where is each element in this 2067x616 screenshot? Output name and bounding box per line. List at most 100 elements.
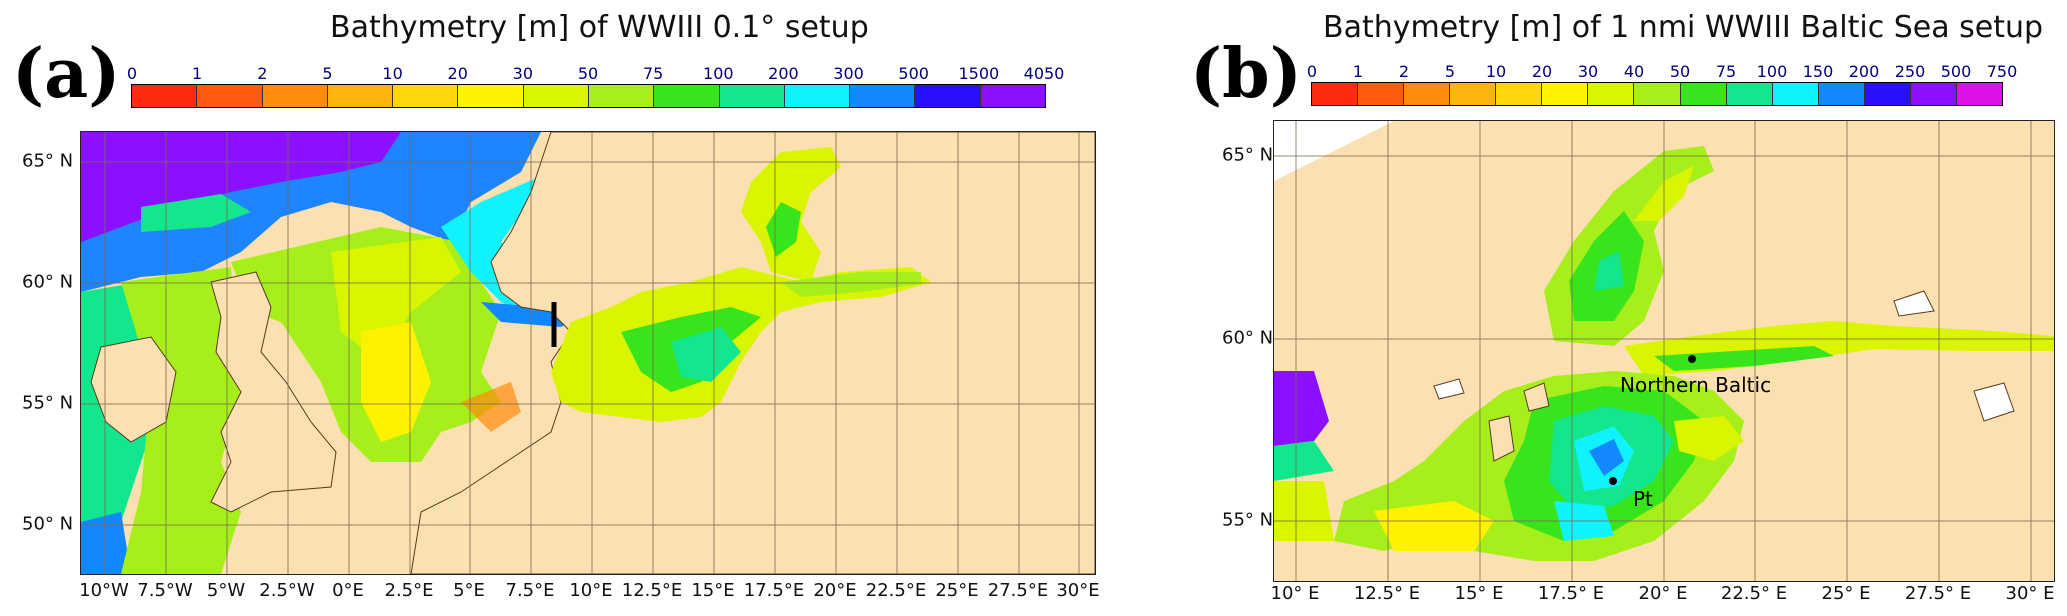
colorbar-b-segment <box>1588 83 1635 105</box>
colorbar-a <box>131 84 1046 108</box>
colorbar-a-tick: 4050 <box>1023 64 1065 83</box>
colorbar-a-segment <box>588 85 655 107</box>
lon-tick-label: 17.5°E <box>743 580 805 601</box>
colorbar-b-tick: 500 <box>1940 62 1972 81</box>
panel-a-title: Bathymetry [m] of WWIII 0.1° setup <box>330 10 869 45</box>
colorbar-b-segment <box>1864 83 1911 105</box>
lat-tick-label: 60° N <box>1222 327 1274 349</box>
colorbar-a-tick: 10 <box>382 64 403 83</box>
colorbar-a-ticks: 0 1 2 5 10 20 30 50 75 100 200 300 500 1500 4050 <box>127 64 1064 84</box>
colorbar-b-segment <box>1680 83 1727 105</box>
colorbar-b-tick: 10 <box>1485 62 1507 81</box>
colorbar-a-segment <box>915 85 981 107</box>
colorbar-a-segment <box>654 85 720 107</box>
colorbar-b-tick: 150 <box>1802 62 1834 81</box>
lat-tick-label: 65° N <box>22 150 74 172</box>
lon-tick-label: 27.5°E <box>987 580 1049 601</box>
map-b <box>1273 120 2055 582</box>
colorbar-b-segment <box>1956 83 2002 105</box>
colorbar-b-segment <box>1634 83 1681 105</box>
colorbar-a-segment <box>458 85 524 107</box>
lat-tick-label: 65° N <box>1222 144 1274 166</box>
lon-tick-label: 2.5°W <box>259 580 315 601</box>
colorbar-a-tick: 20 <box>447 64 468 83</box>
colorbar-a-segment <box>980 85 1045 107</box>
colorbar-a-segment <box>393 85 459 107</box>
lon-tick-label: 20°E <box>813 580 857 601</box>
lon-tick-label: 7.5°E <box>505 580 555 601</box>
colorbar-a-segment <box>327 85 394 107</box>
colorbar-b-segment <box>1818 83 1865 105</box>
panel-b: (b) Bathymetry [m] of 1 nmi WWIII Baltic… <box>1180 0 2067 616</box>
colorbar-b-tick: 0 <box>1306 62 1318 81</box>
lon-tick-label: 10° E <box>1270 583 1320 604</box>
colorbar-b-segment <box>1358 83 1405 105</box>
colorbar-b-segment <box>1496 83 1543 105</box>
colorbar-b-segment <box>1312 83 1359 105</box>
colorbar-b-tick: 200 <box>1848 62 1880 81</box>
lon-tick-label: 12.5° E <box>1353 583 1421 604</box>
panel-b-title: Bathymetry [m] of 1 nmi WWIII Baltic Sea… <box>1323 10 2044 45</box>
colorbar-a-tick: 200 <box>768 64 799 83</box>
lon-tick-label: 10°E <box>569 580 613 601</box>
colorbar-b-tick: 40 <box>1623 62 1645 81</box>
lon-tick-label: 20° E <box>1638 583 1688 604</box>
colorbar-b-ticks: 0 1 2 5 10 20 30 40 50 75 100 150 200 250 500 750 <box>1307 62 2017 82</box>
colorbar-b-segment <box>1404 83 1451 105</box>
colorbar-a-tick: 100 <box>703 64 734 83</box>
lat-tick-label: 60° N <box>22 271 74 293</box>
colorbar-a-tick: 1500 <box>958 64 1000 83</box>
panel-a: (a) Bathymetry [m] of WWIII 0.1° setup 0… <box>12 10 1100 601</box>
colorbar-a-segment <box>262 85 328 107</box>
colorbar-b-segment <box>1726 83 1773 105</box>
colorbar-a-segment <box>850 85 916 107</box>
lon-tick-label: 22.5°E <box>865 580 927 601</box>
colorbar-b-tick: 30 <box>1577 62 1599 81</box>
colorbar-b-tick: 2 <box>1398 62 1410 81</box>
colorbar-a-tick: 500 <box>898 64 929 83</box>
colorbar-b-tick: 75 <box>1715 62 1737 81</box>
colorbar-a-tick: 0 <box>126 64 138 83</box>
colorbar-a-tick: 75 <box>642 64 664 83</box>
colorbar-a-tick: 2 <box>257 64 268 83</box>
colorbar-a-tick: 30 <box>512 64 534 83</box>
panel-letter-a: (a) <box>12 34 121 114</box>
lon-tick-label: 2.5°E <box>384 580 434 601</box>
map-a <box>80 131 1096 575</box>
colorbar-a-segment <box>197 85 263 107</box>
lat-tick-label: 55° N <box>22 392 74 414</box>
lon-tick-label: 25°E <box>935 580 979 601</box>
colorbar-b-tick: 50 <box>1669 62 1691 81</box>
colorbar-a-segment <box>784 85 851 107</box>
lon-tick-label: 10°W <box>79 580 129 601</box>
colorbar-a-tick: 300 <box>833 64 864 83</box>
colorbar-a-segment <box>132 85 198 107</box>
colorbar-a-tick: 5 <box>322 64 333 83</box>
station-marker-northern-baltic <box>1688 355 1696 363</box>
lon-tick-label: 22.5° E <box>1720 583 1788 604</box>
colorbar-b-segment <box>1910 83 1957 105</box>
colorbar-b-segment <box>1450 83 1497 105</box>
colorbar-a-tick: 1 <box>192 64 203 83</box>
lon-tick-label: 17.5° E <box>1537 583 1605 604</box>
panel-letter-b: (b) <box>1190 34 1302 114</box>
lon-tick-label: 30°E <box>1056 580 1100 601</box>
lon-tick-label: 7.5°W <box>137 580 193 601</box>
station-label-northern-baltic: Northern Baltic <box>1620 373 1772 397</box>
colorbar-a-segment <box>523 85 589 107</box>
colorbar-b-tick: 100 <box>1756 62 1788 81</box>
colorbar-b <box>1311 82 2003 106</box>
lon-tick-label: 15°E <box>691 580 735 601</box>
lon-tick-label: 27.5° E <box>1904 583 1972 604</box>
lon-tick-label: 5°E <box>453 580 485 601</box>
station-label-pt: Pt <box>1633 487 1653 511</box>
lon-tick-label: 5°W <box>206 580 246 601</box>
colorbar-b-tick: 5 <box>1444 62 1456 81</box>
colorbar-a-segment <box>719 85 785 107</box>
lon-tick-label: 0°E <box>332 580 364 601</box>
colorbar-b-tick: 1 <box>1352 62 1364 81</box>
lat-tick-label: 55° N <box>1222 509 1274 531</box>
lon-tick-label: 15° E <box>1454 583 1504 604</box>
map-b-canvas <box>1274 121 2054 581</box>
map-a-canvas <box>81 132 1095 574</box>
